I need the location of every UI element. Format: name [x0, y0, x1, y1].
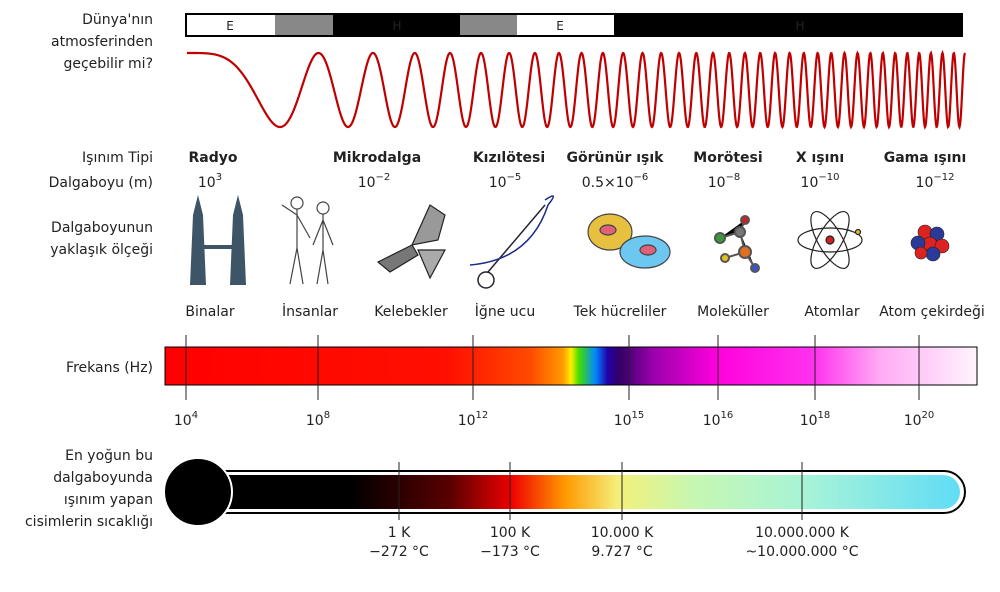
power-base: 10 [703, 413, 721, 429]
wavelength-label: 10−5 [489, 172, 522, 191]
frequency-label: 1015 [614, 410, 645, 429]
type-label: Kızılötesi [473, 150, 545, 166]
row-label: dalgaboyunda [53, 470, 153, 486]
cells-icon [587, 213, 671, 269]
nucleus-icon [910, 224, 950, 262]
power-exponent: −2 [376, 172, 391, 183]
power-exponent: 16 [721, 410, 734, 421]
scale-label: Atom çekirdeği [879, 304, 985, 320]
power-base: 10 [306, 413, 324, 429]
towers-icon [190, 195, 246, 285]
power-base: 10 [708, 175, 726, 191]
frequency-bar [164, 346, 978, 386]
temperature-celsius: ~10.000.000 °C [745, 544, 858, 560]
power-base: 10 [916, 175, 934, 191]
atmosphere-label: E [556, 19, 564, 33]
power-base: 10 [174, 413, 192, 429]
temperature-kelvin: 100 K [490, 525, 531, 541]
wavelength-label: 103 [198, 172, 222, 191]
power-base: 10 [198, 175, 216, 191]
row-label: Dalgaboyunun [51, 220, 153, 236]
power-exponent: 4 [192, 410, 198, 421]
molecule-icon [714, 215, 760, 273]
power-exponent: −6 [634, 172, 649, 183]
type-label: Radyo [189, 150, 238, 166]
humans-icon [281, 196, 334, 285]
power-exponent: 12 [476, 410, 489, 421]
power-exponent: 18 [818, 410, 831, 421]
wavelength-label: 10−2 [358, 172, 391, 191]
butterfly-icon [376, 204, 447, 280]
row-label: Dünya'nın [82, 12, 153, 28]
wavelength-label: 10−10 [801, 172, 840, 191]
power-base: 10 [904, 413, 922, 429]
frequency-label: 104 [174, 410, 198, 429]
thermometer-tube [198, 475, 960, 509]
scale-label: Tek hücreliler [573, 304, 667, 320]
transparent-segment [517, 15, 614, 35]
frequency-label: 1020 [904, 410, 935, 429]
row-label: cisimlerin sıcaklığı [25, 514, 153, 530]
row-label: Işınım Tipi [82, 150, 153, 166]
atmosphere-label: H [795, 19, 804, 33]
type-label: Görünür ışık [567, 150, 665, 166]
row-label: Frekans (Hz) [66, 360, 153, 376]
thermometer-bulb [163, 457, 233, 527]
wave [187, 49, 967, 131]
frequency-label: 1012 [458, 410, 489, 429]
power-exponent: −12 [933, 172, 954, 183]
temperature-celsius: 9.727 °C [591, 544, 653, 560]
power-base: 10 [458, 413, 476, 429]
power-base: 10 [358, 175, 376, 191]
partial-segment [275, 15, 333, 35]
temperature-kelvin: 10.000.000 K [755, 525, 850, 541]
temperature-celsius: −173 °C [480, 544, 540, 560]
power-exponent: 3 [216, 172, 222, 183]
wavelength-label: 0.5×10−6 [582, 172, 649, 191]
power-base: 10 [801, 175, 819, 191]
atom-icon [797, 211, 863, 269]
power-exponent: 20 [922, 410, 935, 421]
frequency-label: 108 [306, 410, 330, 429]
row-label: Dalgaboyu (m) [49, 175, 153, 191]
power-base: 10 [800, 413, 818, 429]
temperature-kelvin: 1 K [388, 525, 411, 541]
scale-label: Binalar [185, 304, 234, 320]
type-label: Mikrodalga [333, 150, 421, 166]
row-label: geçebilir mi? [63, 56, 153, 72]
power-base: 10 [614, 413, 632, 429]
transparent-segment [187, 15, 275, 35]
temperature-celsius: −272 °C [369, 544, 429, 560]
power-exponent: −8 [726, 172, 741, 183]
power-exponent: −10 [818, 172, 839, 183]
power-exponent: 8 [324, 410, 330, 421]
row-label: atmosferinden [51, 34, 153, 50]
row-label: yaklaşık ölçeği [50, 242, 153, 258]
power-base: 0.5×10 [582, 175, 634, 191]
row-label: En yoğun bu [65, 448, 153, 464]
wavelength-label: 10−8 [708, 172, 741, 191]
type-label: X ışını [796, 150, 844, 166]
atmosphere-label: H [392, 19, 401, 33]
partial-segment [460, 15, 517, 35]
scale-label: İğne ucu [475, 302, 535, 320]
scale-label: Kelebekler [374, 304, 448, 320]
wavelength-label: 10−12 [916, 172, 955, 191]
temperature-kelvin: 10.000 K [591, 525, 654, 541]
type-label: Gama ışını [884, 150, 967, 166]
scale-label: İnsanlar [282, 302, 338, 320]
scale-label: Moleküller [697, 304, 769, 320]
type-label: Morötesi [693, 150, 762, 166]
power-exponent: 15 [632, 410, 645, 421]
frequency-label: 1018 [800, 410, 831, 429]
row-label: ışınım yapan [64, 492, 153, 508]
frequency-label: 1016 [703, 410, 734, 429]
scale-label: Atomlar [804, 304, 859, 320]
power-exponent: −5 [507, 172, 522, 183]
needle-icon [469, 195, 554, 289]
atmosphere-label: E [226, 19, 234, 33]
power-base: 10 [489, 175, 507, 191]
